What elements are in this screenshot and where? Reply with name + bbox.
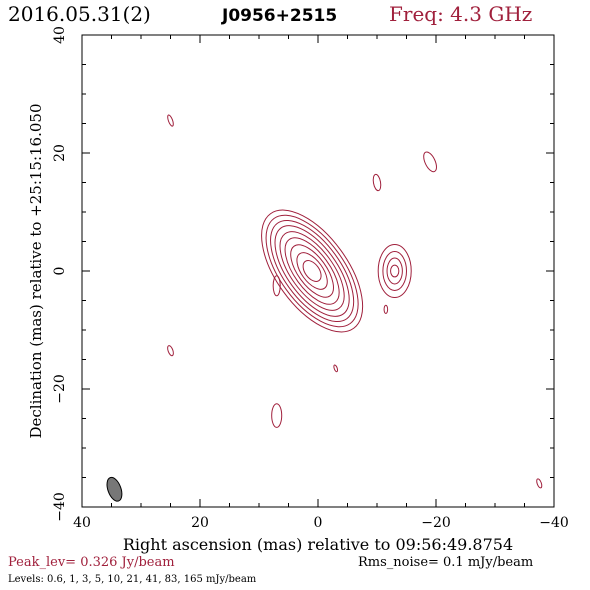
peak-level: Peak_lev= 0.326 Jy/beam (8, 555, 175, 570)
core-contour (284, 237, 340, 305)
core-contour (296, 252, 328, 290)
y-tick-label: 40 (52, 26, 68, 44)
y-tick-label: 0 (52, 267, 68, 276)
noise-contour (423, 151, 437, 173)
noise-contour (167, 114, 174, 127)
y-axis-label: Declination (mas) relative to +25:15:16.… (27, 103, 45, 438)
noise-contour (272, 275, 281, 297)
jet-component-contour (386, 257, 403, 285)
x-tick-label: −20 (421, 515, 451, 531)
x-tick-label: 20 (191, 515, 209, 531)
rms-noise: Rms_noise= 0.1 mJy/beam (358, 555, 533, 570)
contour-levels: Levels: 0.6, 1, 3, 5, 10, 21, 41, 83, 16… (8, 574, 257, 585)
beam-ellipse-group (106, 476, 123, 502)
core-contour (302, 260, 322, 282)
axis-ticks (81, 34, 555, 508)
observation-date: 2016.05.31(2) (8, 2, 151, 26)
x-tick-label: −40 (539, 515, 569, 531)
jet-component-contour (390, 264, 400, 278)
noise-contour (333, 364, 339, 373)
noise-contour (383, 304, 389, 314)
core-contour (274, 225, 350, 317)
core-contour (279, 231, 345, 311)
frequency-label: Freq: 4.3 GHz (389, 2, 532, 26)
core-contour (265, 214, 359, 328)
x-tick-label: 0 (314, 515, 323, 531)
source-name: J0956+2515 (221, 6, 337, 26)
jet-component-contour (382, 251, 408, 291)
noise-contour (167, 345, 174, 357)
noise-contour (271, 403, 283, 428)
core-contour (270, 219, 355, 323)
x-axis-label: Right ascension (mas) relative to 09:56:… (123, 535, 513, 554)
contour-lines (167, 114, 543, 489)
x-tick-label: 40 (73, 515, 91, 531)
beam-ellipse (106, 476, 123, 502)
noise-contour (372, 173, 382, 192)
y-tick-label: −40 (52, 492, 68, 522)
axis-tick-labels: 40 20 0 −20 −40 −40 −20 0 20 40 (52, 26, 569, 531)
noise-contour (536, 478, 543, 489)
core-contour (290, 244, 334, 298)
jet-component-contour (377, 243, 412, 299)
core-contour (261, 209, 364, 333)
y-tick-label: −20 (52, 374, 68, 404)
y-tick-label: 20 (52, 144, 68, 162)
plot-frame (81, 34, 555, 508)
